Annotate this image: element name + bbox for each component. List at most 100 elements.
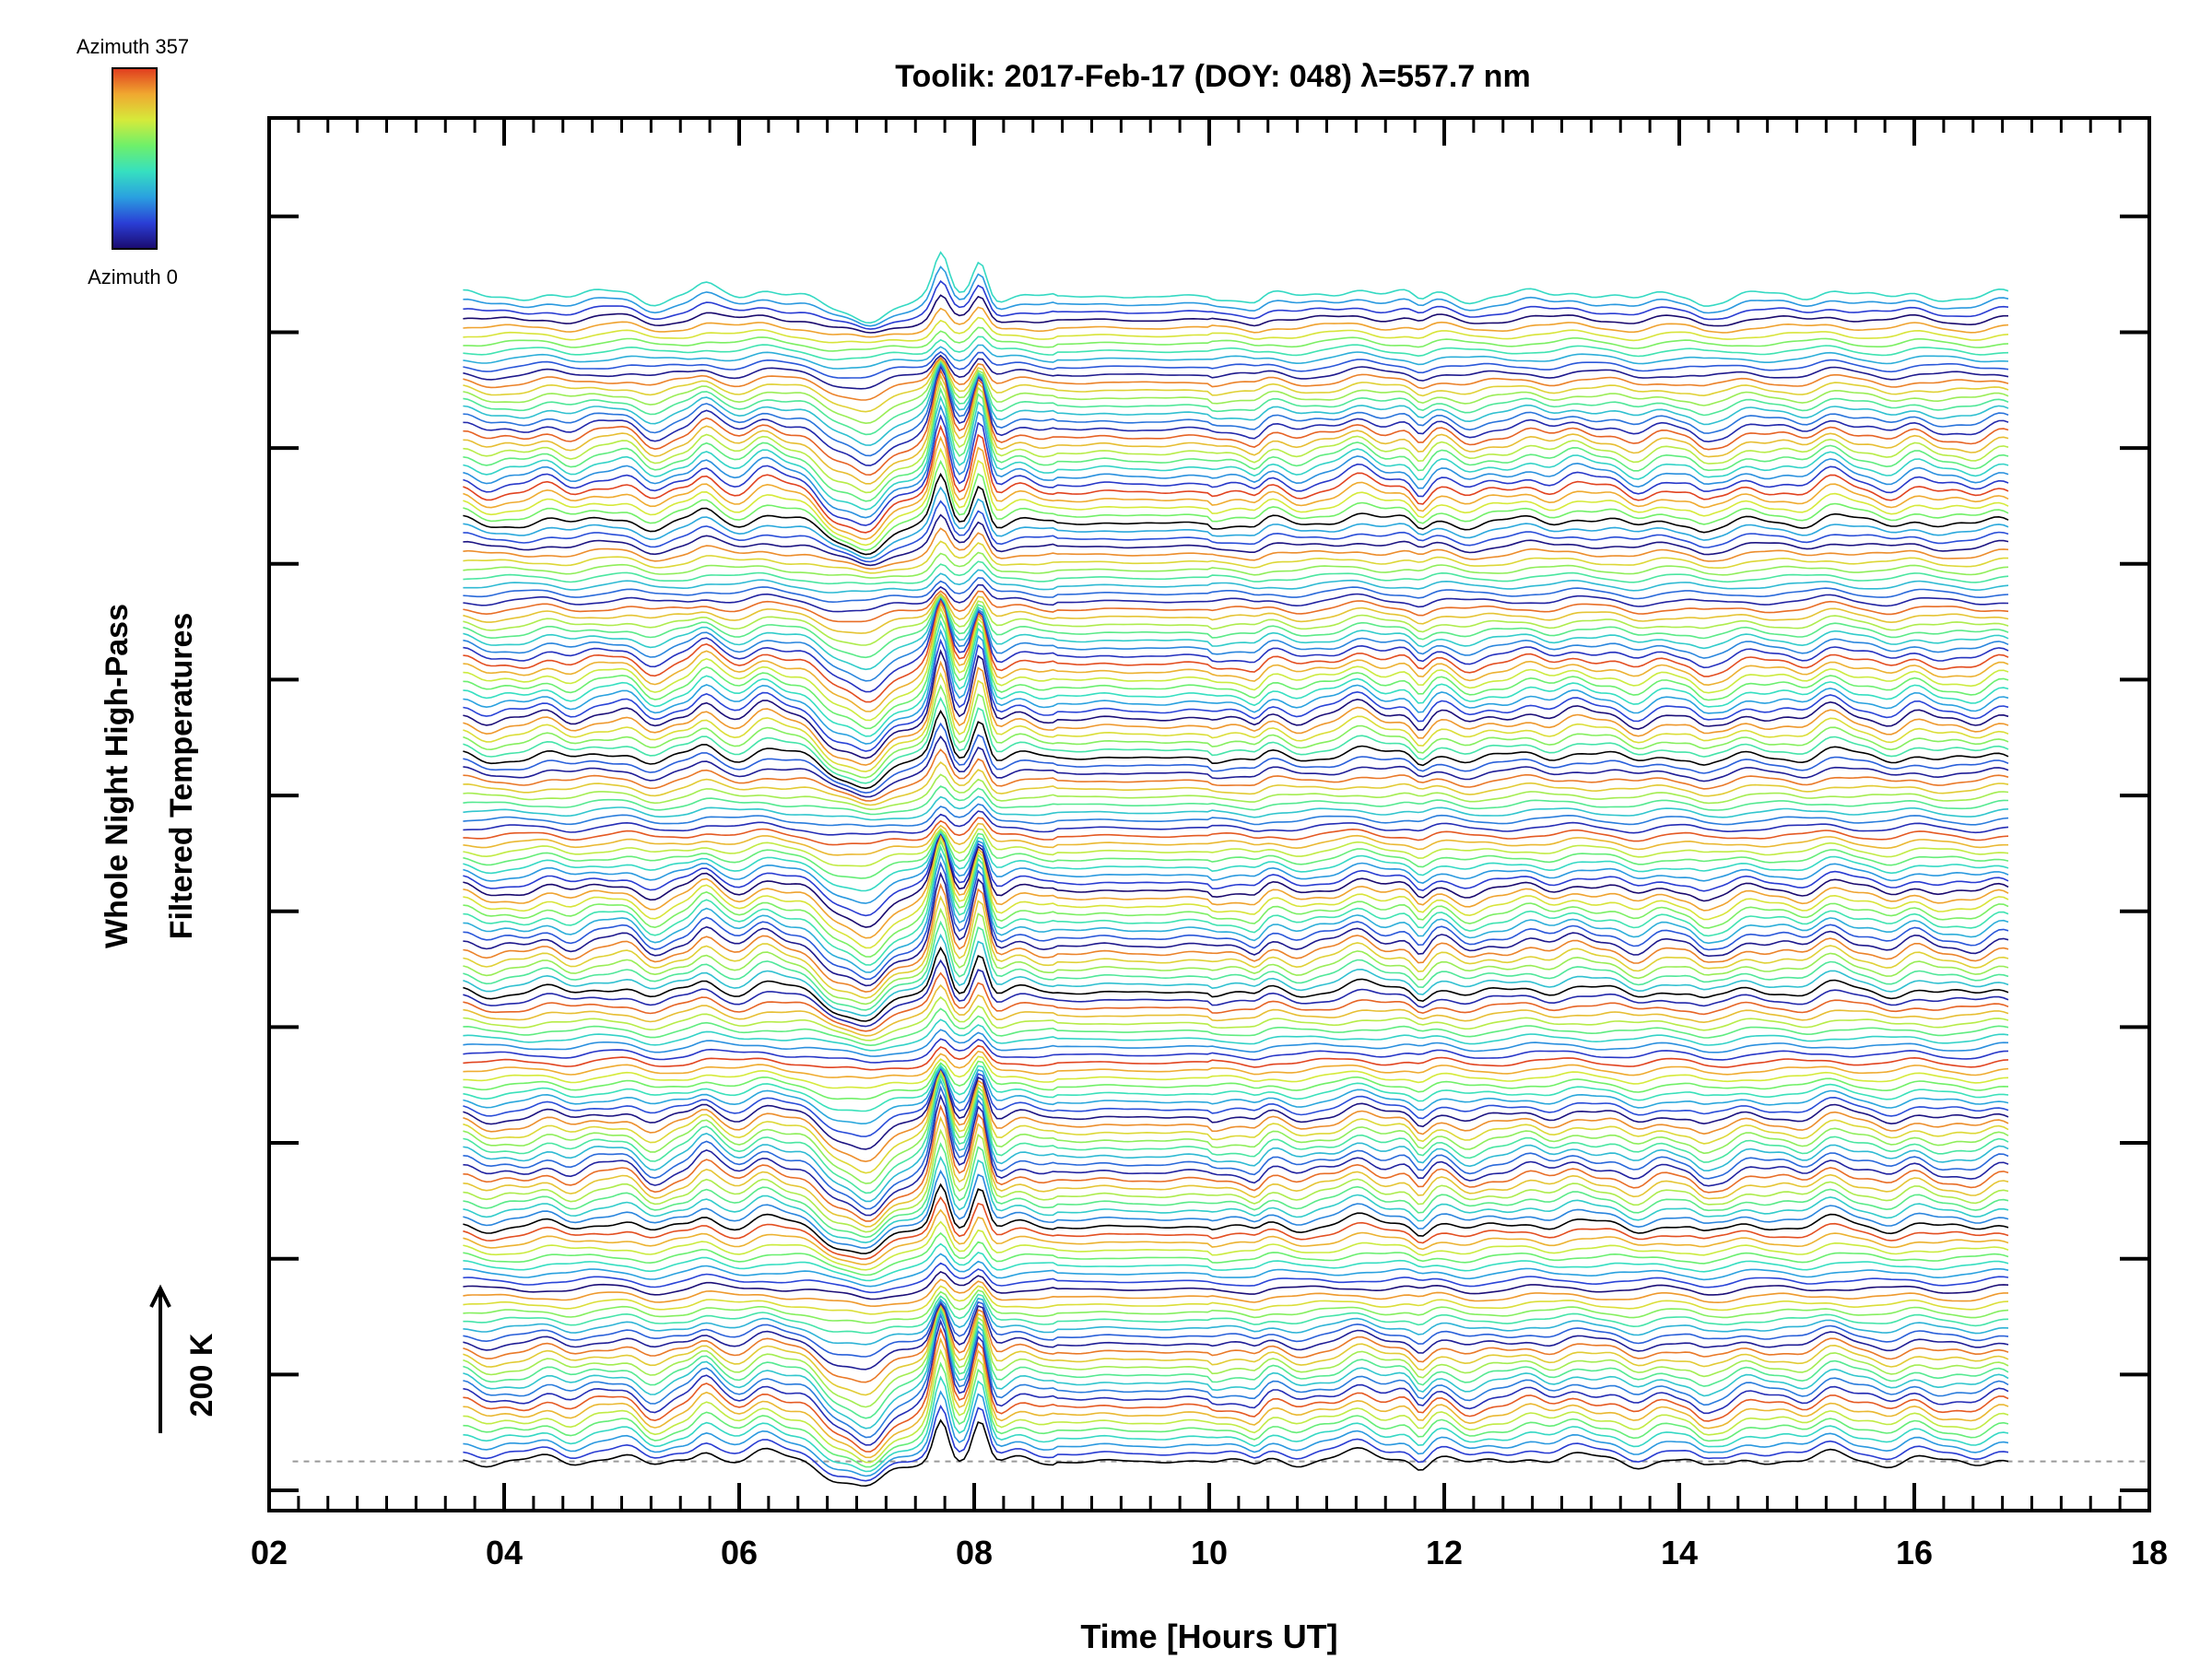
series-line bbox=[463, 1293, 2009, 1335]
colorbar-top-label: Azimuth 357 bbox=[76, 35, 189, 58]
series-line bbox=[463, 1262, 2009, 1294]
series-line bbox=[463, 380, 2009, 494]
series-line bbox=[463, 1066, 2009, 1150]
series-line bbox=[463, 279, 2009, 330]
scale-indicator: 200 K bbox=[149, 1284, 219, 1433]
series-line bbox=[463, 597, 2009, 703]
series-line bbox=[463, 822, 2008, 856]
series-line bbox=[463, 540, 2008, 574]
colorbar-bottom-label: Azimuth 0 bbox=[88, 265, 178, 288]
series-line bbox=[463, 251, 2009, 324]
series-line bbox=[463, 1390, 2009, 1477]
series-line bbox=[463, 1220, 2009, 1271]
chart-title: Toolik: 2017-Feb-17 (DOY: 048) λ=557.7 n… bbox=[895, 59, 1530, 94]
y-ticks bbox=[269, 214, 2149, 1493]
series-line bbox=[463, 1073, 2009, 1194]
series-line bbox=[463, 1064, 2009, 1112]
series-line bbox=[463, 619, 2009, 737]
series-line bbox=[463, 1050, 2009, 1079]
series-line bbox=[463, 612, 2009, 730]
series-line bbox=[463, 447, 2009, 547]
series-line bbox=[463, 660, 2009, 766]
series-line bbox=[463, 359, 2009, 446]
series-line bbox=[463, 933, 2009, 1017]
series-line bbox=[463, 672, 2009, 773]
series-line bbox=[463, 852, 2009, 973]
series-line bbox=[463, 1208, 2009, 1265]
series-line bbox=[463, 832, 2009, 939]
series-line bbox=[463, 920, 2009, 1011]
series-line bbox=[463, 946, 2009, 1022]
series-line bbox=[463, 359, 2009, 425]
series-line bbox=[463, 828, 2009, 867]
series-line bbox=[463, 594, 2009, 682]
series-line bbox=[463, 1093, 2009, 1217]
series-line bbox=[463, 361, 2009, 457]
series-line bbox=[463, 1404, 2009, 1482]
series-line bbox=[463, 1169, 2009, 1249]
series-line bbox=[463, 995, 2009, 1041]
colorbar: Azimuth 357 Azimuth 0 bbox=[76, 35, 189, 288]
series-line bbox=[463, 1069, 2009, 1184]
series-line bbox=[463, 1231, 2009, 1277]
series-line bbox=[463, 1065, 2009, 1125]
series-line bbox=[463, 835, 2009, 949]
x-tick-label: 10 bbox=[1191, 1534, 1228, 1571]
series-line bbox=[463, 606, 2009, 722]
series-line bbox=[463, 1038, 2009, 1064]
series-line bbox=[463, 1115, 2009, 1228]
x-tick-label: 04 bbox=[486, 1534, 523, 1571]
series-line bbox=[463, 394, 2009, 511]
series-line bbox=[463, 1104, 2009, 1222]
scale-arrow-head bbox=[149, 1284, 171, 1308]
series-line bbox=[463, 435, 2009, 540]
series-line bbox=[463, 795, 2009, 821]
series-line bbox=[463, 1289, 2009, 1324]
series-line bbox=[463, 773, 2009, 811]
series-line bbox=[463, 350, 2009, 379]
series-line bbox=[463, 830, 2009, 917]
series-line bbox=[463, 594, 2009, 671]
series-line bbox=[463, 594, 2009, 646]
plot-area: 02 04 06 08 10 12 14 16 18 bbox=[251, 116, 2168, 1571]
series-line bbox=[463, 761, 2009, 806]
x-axis-label: Time [Hours UT] bbox=[1080, 1618, 1337, 1655]
series-line bbox=[463, 1348, 2009, 1464]
series-line bbox=[463, 595, 2009, 693]
series-line bbox=[463, 551, 2009, 579]
series-line bbox=[463, 594, 2009, 659]
scale-label: 200 K bbox=[184, 1333, 219, 1417]
series-line bbox=[463, 414, 2009, 526]
x-tick-label: 18 bbox=[2131, 1534, 2168, 1571]
series-line bbox=[463, 1067, 2009, 1174]
series-line bbox=[463, 386, 2009, 502]
series-line bbox=[463, 316, 2009, 344]
series-line bbox=[463, 830, 2009, 928]
series-line bbox=[463, 1326, 2009, 1453]
series-line bbox=[463, 649, 2009, 759]
series-line bbox=[463, 785, 2009, 816]
series-line bbox=[463, 709, 2009, 790]
series-line bbox=[463, 1018, 2009, 1052]
x-tick-label: 06 bbox=[721, 1534, 758, 1571]
series-line bbox=[463, 1278, 2008, 1308]
series-line bbox=[463, 1128, 2009, 1233]
series-line bbox=[463, 424, 2009, 534]
series-line bbox=[463, 1029, 2009, 1057]
series-line bbox=[463, 735, 2009, 798]
series-line bbox=[463, 265, 2009, 327]
series-line bbox=[463, 1305, 2009, 1419]
series-line bbox=[463, 1055, 2009, 1089]
series-line bbox=[463, 1336, 2009, 1459]
series-line bbox=[463, 810, 2009, 836]
series-line bbox=[463, 577, 2009, 604]
series-line bbox=[463, 364, 2009, 466]
series-line bbox=[463, 1044, 2009, 1071]
series-line bbox=[463, 817, 2009, 846]
series-line bbox=[463, 839, 2009, 958]
series-line bbox=[463, 638, 2009, 752]
series-line bbox=[463, 684, 2009, 779]
series-line bbox=[463, 404, 2009, 519]
series-line bbox=[463, 1301, 2009, 1371]
series-line bbox=[463, 592, 2009, 634]
